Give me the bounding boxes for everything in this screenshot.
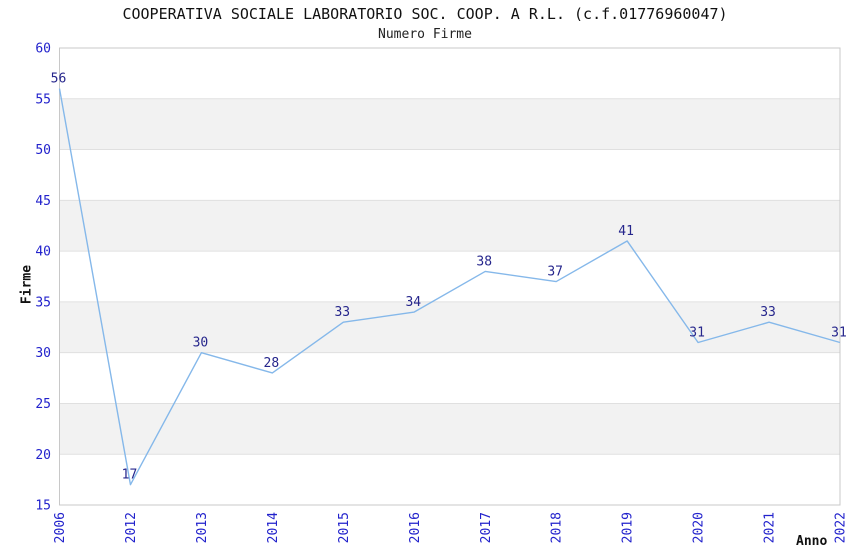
data-point-label: 30 — [193, 336, 209, 351]
series-line — [58, 88, 841, 486]
y-tick-label: 40 — [35, 245, 51, 260]
chart-title: COOPERATIVA SOCIALE LABORATORIO SOC. COO… — [122, 5, 728, 23]
x-axis-title: Anno — [796, 534, 828, 549]
plot-band — [59, 403, 840, 455]
plot-band — [59, 200, 840, 252]
data-point-label: 56 — [51, 72, 67, 87]
y-tick-label: 60 — [35, 42, 51, 57]
x-tick-label: 2012 — [124, 512, 139, 543]
x-tick-label: 2022 — [834, 512, 849, 543]
data-point-label: 41 — [618, 224, 634, 239]
x-tick-label: 2018 — [550, 512, 565, 543]
y-tick-label: 55 — [35, 92, 51, 107]
plot-border — [59, 47, 841, 506]
data-point-label: 38 — [476, 254, 492, 269]
x-tick-label: 2020 — [692, 512, 707, 543]
y-tick-label: 15 — [35, 499, 51, 514]
x-tick-label: 2019 — [621, 512, 636, 543]
chart-subtitle: Numero Firme — [378, 27, 472, 42]
y-tick-label: 30 — [35, 346, 51, 361]
y-tick-label: 50 — [35, 143, 51, 158]
y-tick-label: 25 — [35, 397, 51, 412]
y-tick-label: 45 — [35, 194, 51, 209]
x-tick-label: 2017 — [479, 512, 494, 543]
x-tick-label: 2021 — [763, 512, 778, 543]
data-point-label: 34 — [405, 295, 421, 310]
data-point-label: 31 — [831, 326, 847, 341]
data-point-label: 31 — [689, 326, 705, 341]
data-point-label: 33 — [334, 305, 350, 320]
y-tick-label: 20 — [35, 448, 51, 463]
y-tick-label: 35 — [35, 295, 51, 310]
x-tick-label: 2016 — [408, 512, 423, 543]
plot-band — [59, 98, 840, 150]
data-point-label: 33 — [760, 305, 776, 320]
x-tick-label: 2013 — [195, 512, 210, 543]
x-tick-label: 2015 — [337, 512, 352, 543]
data-point-label: 28 — [264, 356, 280, 371]
x-tick-label: 2006 — [53, 512, 68, 543]
plot-band — [59, 301, 840, 353]
data-point-label: 37 — [547, 265, 563, 280]
data-point-label: 17 — [122, 468, 138, 483]
x-tick-label: 2014 — [266, 512, 281, 543]
